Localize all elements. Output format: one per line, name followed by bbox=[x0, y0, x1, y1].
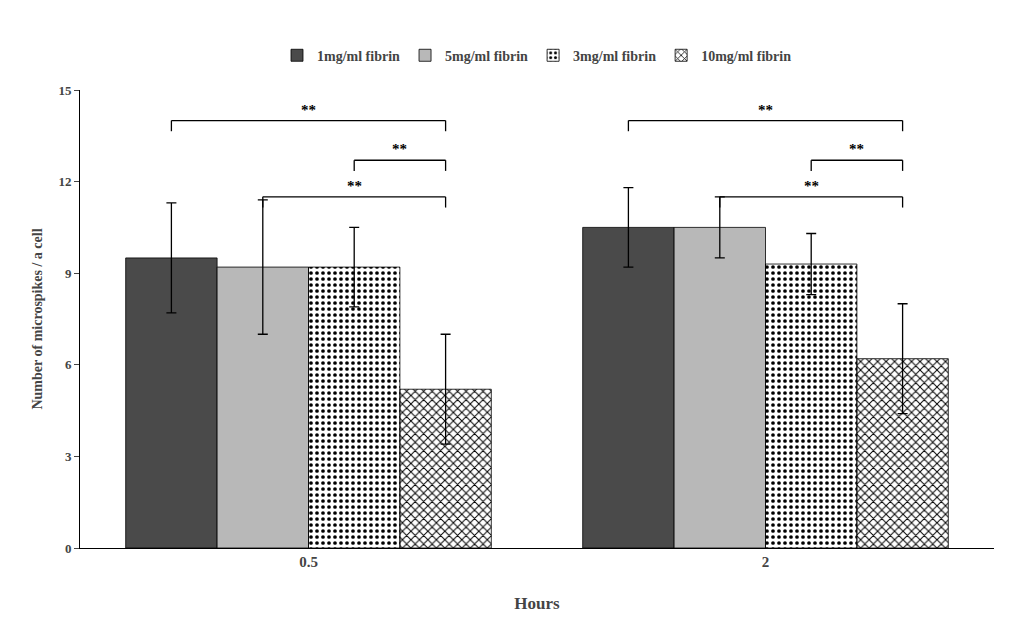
svg-text:9: 9 bbox=[65, 266, 72, 281]
svg-text:**: ** bbox=[758, 102, 773, 118]
svg-text:0.5: 0.5 bbox=[299, 554, 318, 570]
svg-text:**: ** bbox=[804, 178, 819, 194]
svg-text:2: 2 bbox=[762, 554, 770, 570]
svg-text:15: 15 bbox=[58, 83, 72, 98]
svg-text:**: ** bbox=[347, 178, 362, 194]
svg-text:**: ** bbox=[849, 141, 864, 157]
svg-text:3: 3 bbox=[65, 449, 72, 464]
svg-text:5mg/ml fibrin: 5mg/ml fibrin bbox=[445, 49, 528, 64]
svg-text:Hours: Hours bbox=[514, 594, 560, 613]
svg-text:0: 0 bbox=[65, 541, 72, 556]
svg-text:**: ** bbox=[392, 141, 407, 157]
svg-text:1mg/ml fibrin: 1mg/ml fibrin bbox=[317, 49, 400, 64]
svg-text:10mg/ml fibrin: 10mg/ml fibrin bbox=[701, 49, 791, 64]
svg-text:6: 6 bbox=[65, 357, 72, 372]
svg-text:**: ** bbox=[301, 102, 316, 118]
svg-text:Number of microspikes / a cell: Number of microspikes / a cell bbox=[30, 228, 45, 409]
svg-text:12: 12 bbox=[58, 174, 71, 189]
svg-text:3mg/ml fibrin: 3mg/ml fibrin bbox=[573, 49, 656, 64]
